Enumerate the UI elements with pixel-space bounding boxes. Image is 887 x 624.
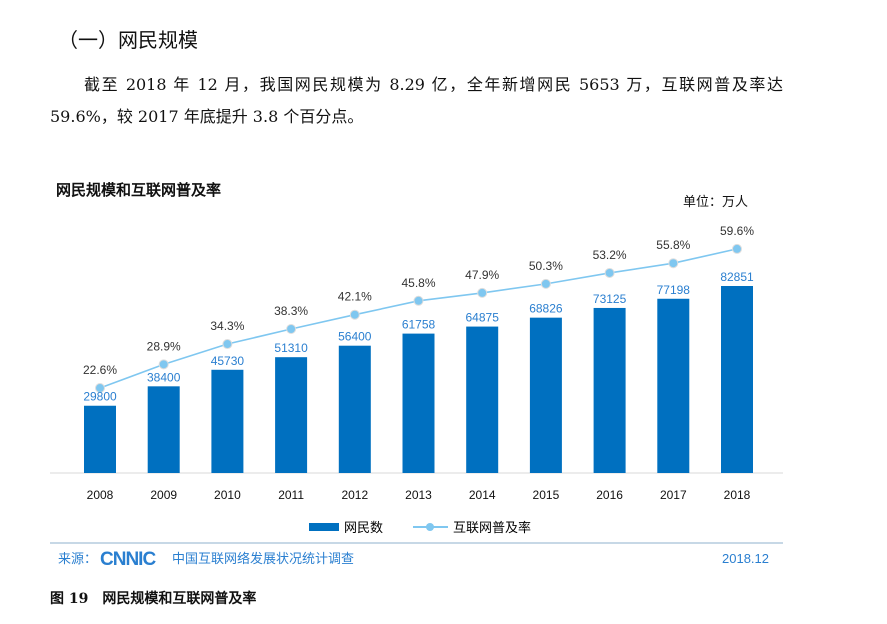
- x-tick-label: 2018: [724, 488, 751, 502]
- x-tick-label: 2014: [469, 488, 496, 502]
- rate-point: [95, 383, 105, 394]
- bar: [84, 405, 116, 473]
- bar-value-label: 61758: [402, 318, 436, 332]
- rate-label: 45.8%: [401, 276, 435, 290]
- bar-value-label: 38400: [147, 370, 181, 384]
- x-tick-label: 2012: [341, 488, 368, 502]
- bar: [147, 386, 180, 473]
- rate-point: [158, 359, 169, 370]
- rate-label: 50.3%: [529, 259, 563, 273]
- rate-point: [222, 339, 233, 350]
- figure-caption: 图 19 网民规模和互联网普及率: [50, 588, 256, 608]
- bar-value-label: 64875: [466, 311, 500, 325]
- rate-label: 34.3%: [210, 319, 244, 333]
- legend-label: 互联网普及率: [453, 520, 531, 535]
- cnnic-logo: CNNIC: [100, 549, 156, 570]
- bar: [657, 298, 690, 473]
- rate-point: [732, 243, 742, 254]
- x-tick-label: 2008: [87, 488, 114, 502]
- bar: [721, 286, 753, 473]
- bar: [275, 357, 308, 473]
- rate-label: 55.8%: [656, 238, 690, 252]
- bar-value-label: 56400: [338, 330, 372, 344]
- rate-point: [286, 323, 297, 334]
- x-tick-label: 2017: [660, 488, 687, 502]
- rate-point: [349, 309, 360, 320]
- x-tick-label: 2011: [278, 488, 304, 502]
- x-tick-label: 2010: [214, 488, 241, 502]
- rate-label: 28.9%: [147, 339, 181, 353]
- bar: [529, 317, 562, 473]
- bar-value-label: 45730: [211, 354, 245, 368]
- chart: 网民规模和互联网普及率 单位：万人 29800 22.6% 2008 38400 28.…: [50, 181, 783, 570]
- rate-label: 53.2%: [593, 248, 627, 262]
- bar-value-label: 51310: [274, 341, 308, 355]
- chart-panel: 网民规模和互联网普及率 单位：万人 29800 22.6% 2008 38400 28.…: [50, 155, 783, 575]
- rate-label: 42.1%: [338, 290, 372, 304]
- bar: [593, 307, 626, 473]
- bar: [211, 369, 244, 473]
- rate-point: [413, 295, 424, 306]
- bar-value-label: 73125: [593, 292, 627, 306]
- rate-label: 47.9%: [465, 268, 499, 282]
- legend: 网民数 互联网普及率: [309, 520, 531, 535]
- legend-bar-swatch: [309, 523, 339, 531]
- legend-label: 网民数: [344, 520, 383, 535]
- x-tick-label: 2009: [150, 488, 177, 502]
- chart-title: 网民规模和互联网普及率: [56, 181, 221, 199]
- bar: [338, 345, 371, 473]
- bar-value-label: 68826: [529, 302, 563, 316]
- x-tick-label: 2013: [405, 488, 432, 502]
- figure-title: 网民规模和互联网普及率: [102, 591, 257, 607]
- rate-point: [604, 267, 615, 278]
- bar-value-label: 82851: [720, 270, 754, 284]
- source-org: 中国互联网络发展状况统计调查: [172, 551, 354, 566]
- paragraph-line: 截至 2018 年 12 月，我国网民规模为 8.29 亿，全年新增网民 565…: [84, 75, 783, 94]
- rate-point: [477, 287, 488, 298]
- unit-label: 单位：万人: [683, 194, 748, 209]
- x-tick-label: 2015: [533, 488, 560, 502]
- bar-value-label: 77198: [657, 283, 691, 297]
- rate-point: [540, 278, 551, 289]
- rate-label: 22.6%: [83, 363, 117, 377]
- x-tick-label: 2016: [596, 488, 623, 502]
- rate-label: 38.3%: [274, 304, 308, 318]
- section-heading: （一）网民规模: [58, 28, 198, 52]
- paragraph: 截至 2018 年 12 月，我国网民规模为 8.29 亿，全年新增网民 565…: [50, 69, 783, 133]
- bar: [466, 326, 499, 473]
- figure-number: 图 19: [50, 591, 89, 607]
- bar-value-label: 29800: [83, 390, 117, 404]
- source-date: 2018.12: [722, 551, 769, 566]
- bar: [402, 333, 435, 473]
- paragraph-line: 59.6%，较 2017 年底提升 3.8 个百分点。: [50, 107, 364, 126]
- legend-marker: [426, 523, 434, 531]
- rate-label: 59.6%: [720, 224, 754, 238]
- source-label: 来源：: [58, 551, 97, 566]
- rate-point: [668, 258, 679, 269]
